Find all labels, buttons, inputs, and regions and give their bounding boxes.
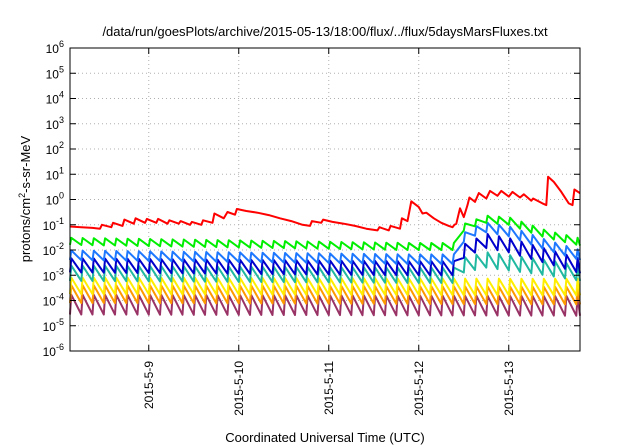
series-line-5 [69, 276, 581, 297]
y-tick-label: 10-2 [43, 241, 64, 258]
x-axis-ticks: 2015-5-9 2015-5-10 2015-5-11 2015-5-12 2015-… [142, 48, 516, 416]
y-tick-label: 101 [46, 165, 64, 182]
y-tick-label: 104 [46, 90, 64, 107]
series-line-1 [69, 214, 581, 251]
x-tick-label: 2015-5-13 [502, 361, 516, 416]
chart-title: /data/run/goesPlots/archive/2015-05-13/1… [102, 24, 548, 39]
y-tick-label: 10-1 [43, 216, 64, 233]
series-line-3 [69, 233, 581, 277]
x-tick-label: 2015-5-12 [412, 361, 426, 416]
y-tick-label: 10-5 [43, 317, 64, 334]
data-series [69, 175, 581, 317]
y-tick-label: 103 [46, 115, 64, 132]
y-tick-label: 10-4 [43, 292, 64, 309]
y-tick-label: 10-3 [43, 266, 64, 283]
y-tick-label: 10-6 [43, 342, 64, 359]
y-axis-label-post: -s-sr-MeV [18, 135, 33, 192]
series-line-0 [69, 175, 581, 232]
y-tick-label: 105 [46, 64, 64, 81]
y-axis-label: protons/cm2-s-sr-MeV [17, 135, 33, 262]
series-line-2 [69, 221, 581, 265]
x-tick-label: 2015-5-9 [142, 361, 156, 409]
y-tick-label: 102 [46, 140, 64, 157]
x-tick-label: 2015-5-10 [232, 361, 246, 416]
y-tick-label: 106 [46, 39, 64, 56]
y-axis-label-sup: 2 [17, 193, 27, 198]
y-axis-label-pre: protons/cm [18, 198, 33, 262]
y-axis-ticks: 106 105 104 103 102 101 100 10-1 10-2 10-3 10-4 10-… [43, 39, 580, 359]
x-tick-label: 2015-5-11 [322, 361, 336, 415]
y-tick-label: 100 [46, 191, 64, 208]
series-line-4 [69, 251, 581, 284]
x-axis-label: Coordinated Universal Time (UTC) [225, 430, 424, 445]
